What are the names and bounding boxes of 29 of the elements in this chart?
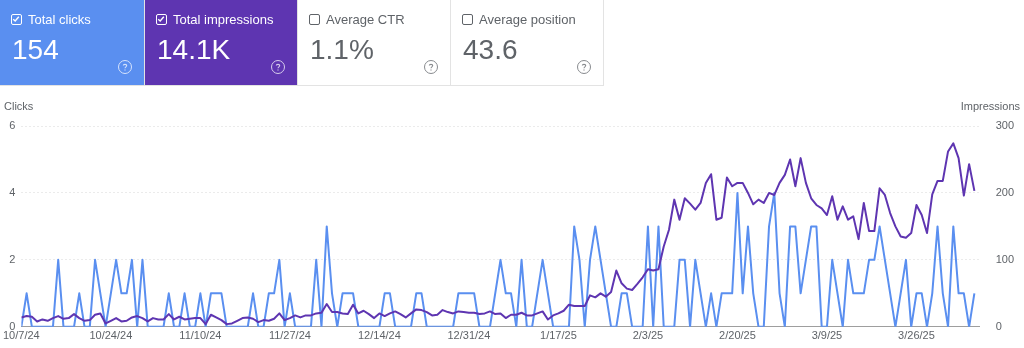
text: 14.1K: [157, 34, 231, 66]
x-tick-label: 12/14/24: [357, 329, 401, 342]
y-tick-label: 6: [9, 119, 16, 132]
x-tick-label: 3/26/25: [898, 329, 935, 342]
x-tick-label: 10/7/24: [3, 329, 40, 342]
x-tick-label: 2/20/25: [719, 329, 756, 342]
x-tick-label: 10/24/24: [89, 329, 133, 342]
text: 43.6: [463, 34, 518, 66]
y-tick-label: 0: [9, 319, 16, 332]
y2-tick-label: 0: [995, 319, 1002, 332]
y2-axis-title: Impressions: [960, 99, 1021, 112]
y2-tick-label: 100: [995, 252, 1015, 265]
y-tick-label: 4: [9, 185, 16, 198]
x-tick-label: 11/27/24: [268, 329, 311, 342]
x-tick-label: 3/9/25: [811, 329, 843, 342]
text: Average CTR: [326, 12, 405, 27]
y-axis-title: Clicks: [4, 99, 34, 112]
x-tick-label: 12/31/24: [447, 329, 491, 342]
y2-tick-label: 300: [995, 119, 1015, 132]
x-tick-label: 2/3/25: [632, 329, 664, 342]
text: 154: [12, 34, 59, 66]
x-tick-label: 1/17/25: [540, 329, 577, 342]
x-tick-label: 11/10/24: [179, 329, 222, 342]
text: Average position: [479, 12, 576, 27]
text: 1.1%: [310, 34, 374, 66]
text: Total impressions: [173, 12, 274, 27]
y-tick-label: 2: [9, 252, 16, 265]
text: Total clicks: [28, 12, 91, 27]
y2-tick-label: 200: [995, 185, 1015, 198]
